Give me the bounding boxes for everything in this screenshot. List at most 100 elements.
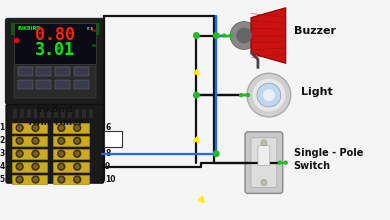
Bar	[12, 162, 48, 172]
Circle shape	[32, 150, 39, 157]
Text: 7
8: 7 8	[111, 133, 115, 144]
Circle shape	[60, 165, 63, 168]
Bar	[55, 80, 70, 89]
Text: SV: SV	[92, 44, 98, 48]
Bar	[14, 23, 96, 64]
Bar	[75, 109, 79, 118]
Circle shape	[263, 89, 275, 101]
Bar	[41, 109, 44, 118]
Bar	[12, 123, 48, 133]
Text: InkBird
Twin Timer: InkBird Twin Timer	[27, 105, 83, 126]
Circle shape	[261, 180, 267, 185]
Bar	[37, 67, 51, 76]
Circle shape	[74, 150, 81, 157]
Bar	[18, 80, 32, 89]
Bar	[53, 136, 89, 146]
Polygon shape	[251, 8, 286, 63]
Bar	[12, 109, 17, 118]
FancyBboxPatch shape	[6, 104, 103, 183]
Circle shape	[257, 83, 281, 107]
Bar	[37, 80, 51, 89]
Circle shape	[34, 152, 37, 156]
Circle shape	[60, 178, 63, 181]
Bar	[11, 23, 99, 35]
Circle shape	[16, 137, 23, 144]
Circle shape	[58, 124, 65, 131]
FancyBboxPatch shape	[258, 146, 270, 166]
Circle shape	[60, 126, 63, 130]
Circle shape	[75, 165, 79, 168]
Bar	[82, 109, 86, 118]
Circle shape	[16, 163, 23, 170]
Bar	[74, 67, 89, 76]
Text: 7: 7	[105, 136, 110, 145]
Circle shape	[60, 139, 63, 143]
Circle shape	[74, 124, 81, 131]
Text: PV: PV	[92, 29, 98, 33]
Circle shape	[193, 33, 199, 38]
Bar	[53, 123, 89, 133]
Circle shape	[75, 152, 79, 156]
Bar	[68, 109, 72, 118]
Text: 3.01: 3.01	[35, 41, 75, 59]
Circle shape	[75, 139, 79, 143]
Text: 4: 4	[0, 162, 5, 171]
Bar	[20, 109, 23, 118]
Bar	[53, 174, 89, 185]
Circle shape	[18, 165, 21, 168]
Circle shape	[60, 152, 63, 156]
Circle shape	[223, 34, 226, 37]
Circle shape	[75, 126, 79, 130]
Text: Buzzer: Buzzer	[294, 26, 336, 36]
Circle shape	[230, 34, 232, 37]
Bar	[27, 109, 30, 118]
Bar	[54, 109, 58, 118]
Circle shape	[18, 139, 21, 143]
Text: IT-E: IT-E	[87, 27, 94, 31]
Circle shape	[18, 178, 21, 181]
Text: 6: 6	[105, 123, 110, 132]
Bar	[61, 109, 65, 118]
Circle shape	[284, 161, 287, 164]
Text: 5: 5	[0, 175, 5, 184]
Bar	[34, 109, 37, 118]
Text: 8: 8	[105, 149, 110, 158]
Circle shape	[74, 163, 81, 170]
Circle shape	[32, 124, 39, 131]
Circle shape	[32, 163, 39, 170]
Circle shape	[230, 22, 258, 50]
Bar	[14, 66, 96, 98]
Circle shape	[74, 176, 81, 183]
Circle shape	[32, 176, 39, 183]
Circle shape	[18, 152, 21, 156]
Circle shape	[213, 33, 219, 38]
Circle shape	[58, 176, 65, 183]
FancyBboxPatch shape	[251, 138, 277, 187]
Circle shape	[246, 94, 250, 97]
Bar	[12, 174, 48, 185]
Circle shape	[16, 150, 23, 157]
Circle shape	[18, 126, 21, 130]
Circle shape	[247, 73, 291, 117]
Circle shape	[34, 139, 37, 143]
Bar	[104, 131, 122, 147]
Circle shape	[32, 137, 39, 144]
Circle shape	[252, 78, 286, 112]
Circle shape	[193, 92, 199, 98]
Circle shape	[58, 137, 65, 144]
Text: INKBIRD: INKBIRD	[18, 26, 41, 31]
Bar	[53, 162, 89, 172]
Circle shape	[74, 137, 81, 144]
Circle shape	[236, 28, 252, 44]
Bar	[12, 136, 48, 146]
Circle shape	[34, 126, 37, 130]
Bar	[18, 67, 32, 76]
Bar	[55, 67, 70, 76]
Circle shape	[58, 163, 65, 170]
Text: 2: 2	[0, 136, 5, 145]
Text: 1: 1	[0, 123, 5, 132]
FancyBboxPatch shape	[6, 19, 104, 104]
Bar	[89, 109, 93, 118]
Circle shape	[34, 178, 37, 181]
Bar	[53, 149, 89, 159]
